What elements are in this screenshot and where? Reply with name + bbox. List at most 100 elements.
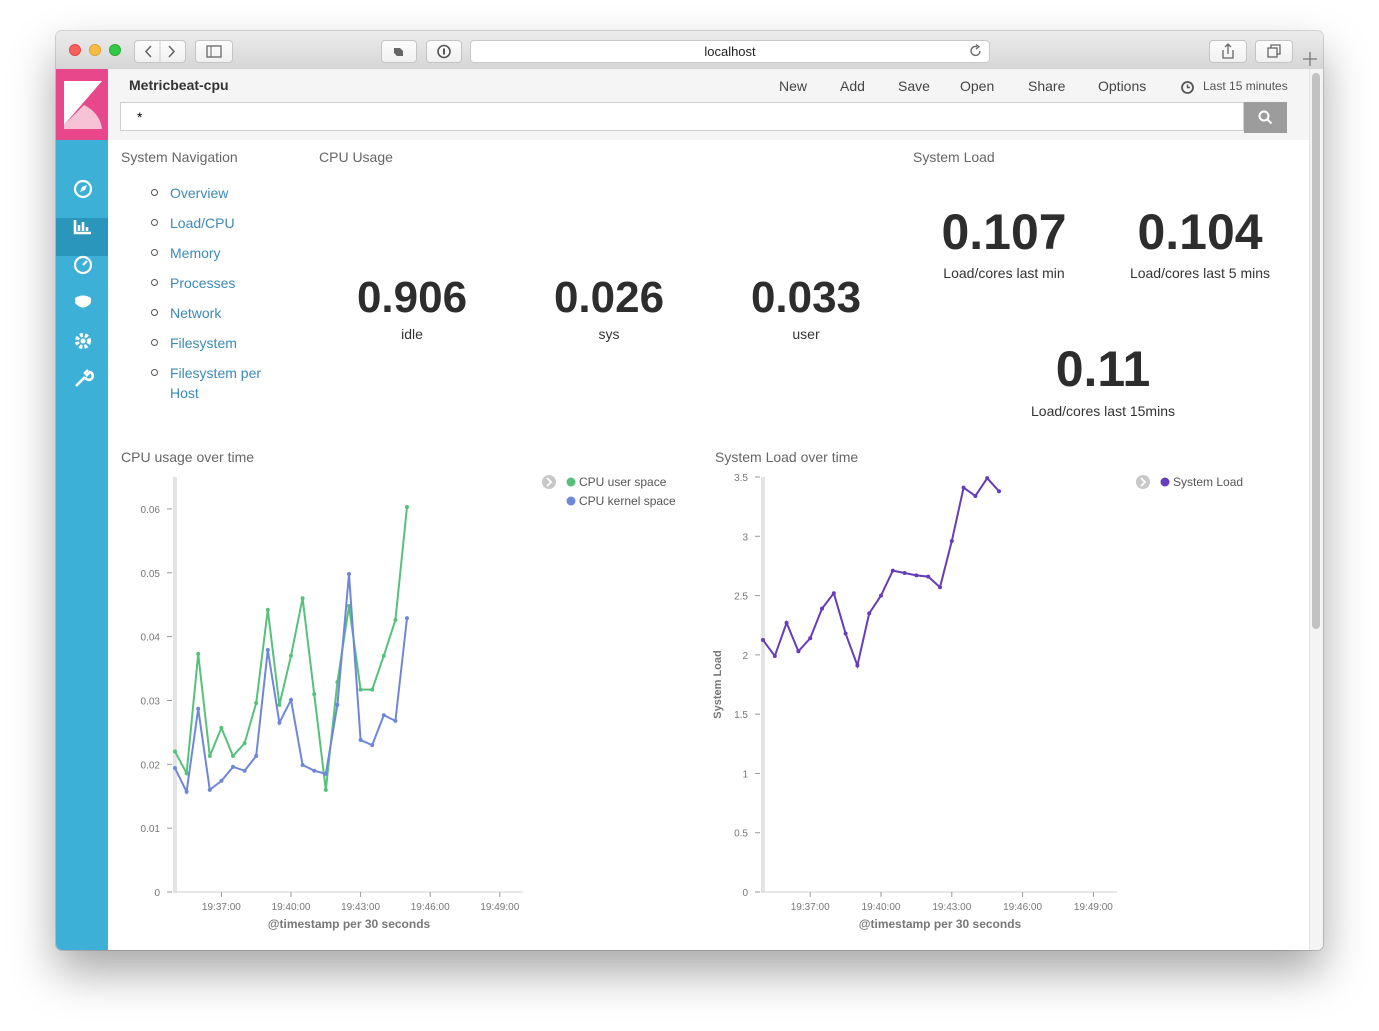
data-point: [370, 743, 375, 748]
data-point: [843, 631, 848, 636]
x-tick-label: 19:46:00: [1003, 902, 1042, 913]
menu-item[interactable]: Add: [840, 78, 865, 94]
logo-icon: [64, 81, 102, 129]
legend-toggle-arrow: [546, 477, 553, 487]
data-point: [231, 754, 235, 759]
visualize-icon[interactable]: [73, 220, 91, 235]
share-icon: [1222, 43, 1234, 59]
data-point: [242, 741, 247, 746]
nav-bullet: [151, 249, 158, 256]
data-point: [347, 603, 351, 608]
clock-icon: [1181, 81, 1194, 94]
scroll-thumb[interactable]: [1312, 73, 1320, 629]
data-point: [938, 585, 942, 590]
nav-bullet: [151, 219, 158, 226]
data-point: [926, 574, 931, 579]
sidebar-button[interactable]: [195, 40, 233, 63]
dashboard-title: Metricbeat-cpu: [129, 77, 229, 93]
title-bar: localhost: [56, 31, 1323, 70]
y-tick-label: 0.03: [141, 696, 161, 707]
legend-label: CPU user space: [579, 475, 667, 489]
x-tick-label: 19:40:00: [272, 902, 311, 913]
y-tick-label: 0.04: [141, 633, 161, 644]
data-point: [300, 596, 305, 601]
legend-label: CPU kernel space: [579, 494, 676, 508]
nav-link[interactable]: Processes: [170, 275, 236, 291]
panel-title: System Navigation: [121, 149, 238, 165]
info-button[interactable]: [426, 40, 462, 63]
nav-link[interactable]: Memory: [170, 245, 221, 261]
search-button[interactable]: [1244, 102, 1287, 133]
metric-value: 0.104: [1137, 204, 1263, 260]
time-picker[interactable]: Last 15 minutes: [1203, 79, 1288, 93]
nav-bullet: [151, 339, 158, 346]
metric-label: Load/cores last min: [943, 265, 1065, 281]
menu-item[interactable]: Share: [1028, 78, 1066, 94]
tabs-button[interactable]: [1255, 40, 1293, 63]
dashboard-icon[interactable]: [73, 255, 93, 275]
management-icon[interactable]: [75, 333, 91, 349]
data-point: [347, 572, 351, 577]
cpu-chart: 0 0.01 0.02 0.03 0.04 0.05 0.06 19:37:00 19:40:0…: [141, 475, 676, 931]
metric-value: 0.107: [941, 204, 1067, 260]
metric-label: Load/cores last 5 mins: [1129, 265, 1271, 281]
panel-title: System Load over time: [715, 449, 859, 465]
menu-item[interactable]: Open: [960, 78, 995, 94]
address-bar[interactable]: localhost: [470, 40, 990, 63]
menu-item[interactable]: Save: [898, 78, 930, 94]
back-forward-icon: [144, 41, 176, 62]
data-point: [323, 771, 328, 776]
zoom-button[interactable]: [109, 44, 121, 56]
data-point: [358, 738, 363, 743]
x-tick-label: 19:43:00: [932, 902, 971, 913]
data-point: [265, 607, 270, 612]
discover-icon[interactable]: [73, 179, 93, 199]
data-point: [879, 593, 883, 598]
data-point: [867, 611, 872, 616]
y-tick-label: 0.06: [141, 505, 161, 516]
data-point: [961, 485, 966, 490]
nav-link[interactable]: Network: [170, 305, 222, 321]
x-tick-label: 19:37:00: [202, 902, 241, 913]
close-button[interactable]: [69, 44, 81, 56]
data-point: [761, 638, 765, 643]
data-point: [358, 687, 363, 692]
minimize-button[interactable]: [89, 44, 101, 56]
data-point: [207, 787, 212, 792]
reload-icon[interactable]: [968, 43, 984, 59]
data-point: [242, 768, 247, 773]
back-forward[interactable]: [134, 40, 186, 63]
nav-link[interactable]: Filesystem per Host: [170, 365, 262, 401]
new-tab-button[interactable]: [1300, 49, 1320, 69]
data-point: [393, 618, 398, 623]
menu-item[interactable]: Options: [1098, 78, 1147, 94]
data-point: [381, 653, 386, 658]
kibana-logo[interactable]: [56, 69, 108, 140]
devtools-icon[interactable]: [75, 369, 95, 387]
data-point: [173, 749, 177, 754]
menu-item[interactable]: New: [779, 78, 808, 94]
y-tick-label: 3: [742, 532, 748, 543]
legend-toggle[interactable]: [1136, 475, 1150, 489]
data-point: [973, 493, 978, 498]
legend-toggle[interactable]: [542, 475, 556, 489]
data-point: [381, 713, 386, 718]
data-point: [808, 636, 813, 641]
nav-link[interactable]: Load/CPU: [170, 215, 235, 231]
nav-link[interactable]: Filesystem: [170, 335, 237, 351]
share-button[interactable]: [1209, 40, 1247, 63]
data-point: [312, 692, 317, 697]
nav-bullet: [151, 369, 158, 376]
x-tick-label: 19:46:00: [411, 902, 450, 913]
data-point: [231, 764, 235, 769]
timelion-icon[interactable]: [75, 295, 91, 308]
data-point: [289, 697, 293, 702]
metric-value: 0.11: [1055, 341, 1151, 397]
data-point: [196, 706, 201, 711]
query-input[interactable]: *: [120, 102, 1244, 131]
extension-button[interactable]: [381, 40, 417, 63]
legend-toggle-arrow: [1140, 477, 1147, 487]
metric-value: 0.026: [553, 273, 665, 322]
nav-link[interactable]: Overview: [170, 185, 229, 201]
